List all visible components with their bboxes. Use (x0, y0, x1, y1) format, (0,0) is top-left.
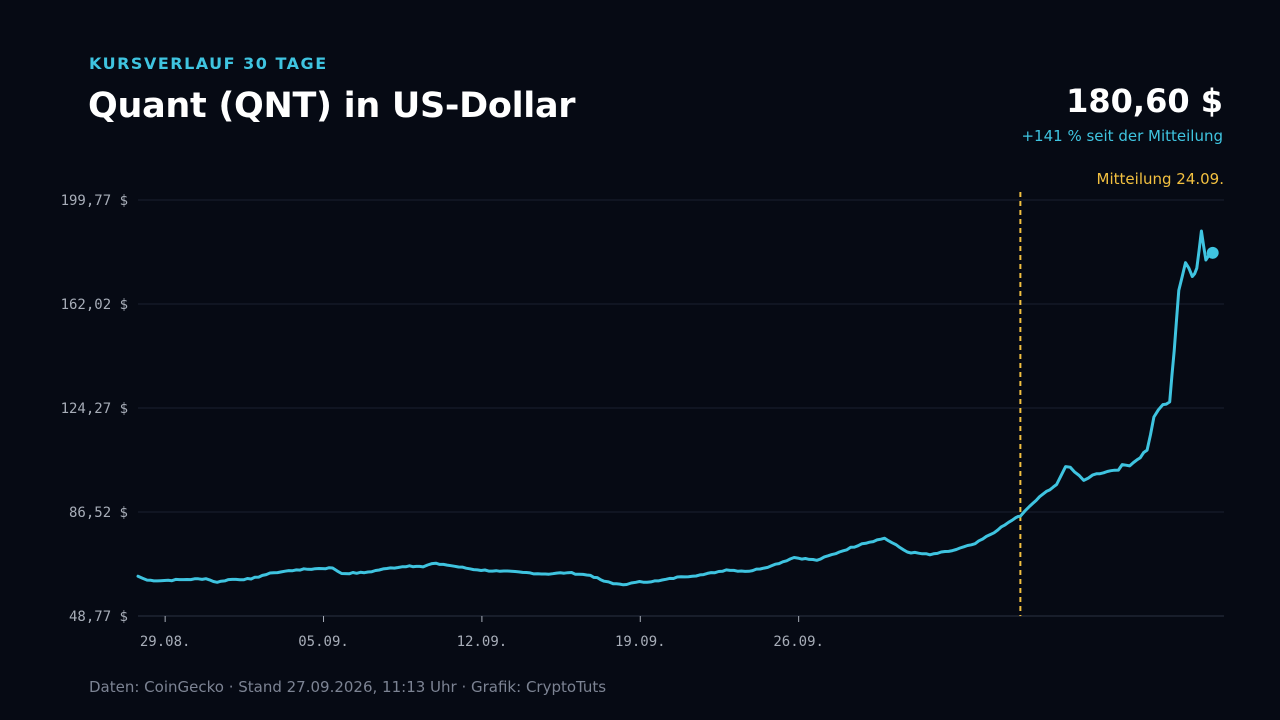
x-tick-label: 12.09. (457, 634, 508, 650)
y-tick-label: 124,27 $ (61, 401, 128, 417)
series-layer (136, 229, 1219, 587)
x-axis: 29.08. 05.09. 12.09. 19.09. 26.09. (140, 616, 824, 650)
last-price-dot (1206, 246, 1219, 259)
annotation-layer: Mitteilung 24.09. (1019, 170, 1224, 616)
price-change: +141 % seit der Mitteilung (1021, 127, 1223, 145)
x-tick-label: 26.09. (773, 634, 824, 650)
chart-title: Quant (QNT) in US-Dollar (88, 86, 576, 126)
chart-kicker: KURSVERLAUF 30 TAGE (89, 54, 328, 73)
y-tick-label: 162,02 $ (61, 297, 128, 313)
x-tick-label: 05.09. (298, 634, 349, 650)
grid-layer (138, 199, 1224, 617)
y-axis: 48,77 $ 86,52 $ 124,27 $ 162,02 $ 199,77 $ (61, 193, 128, 625)
y-tick-label: 48,77 $ (69, 609, 128, 625)
x-tick-label: 19.09. (615, 634, 666, 650)
price-line (136, 229, 1215, 587)
current-price: 180,60 $ (1066, 82, 1223, 120)
y-tick-label: 199,77 $ (61, 193, 128, 209)
source-footer: Daten: CoinGecko · Stand 27.09.2026, 11:… (89, 678, 607, 696)
y-tick-label: 86,52 $ (69, 505, 128, 521)
x-tick-label: 29.08. (140, 634, 191, 650)
announcement-label: Mitteilung 24.09. (1097, 170, 1224, 188)
